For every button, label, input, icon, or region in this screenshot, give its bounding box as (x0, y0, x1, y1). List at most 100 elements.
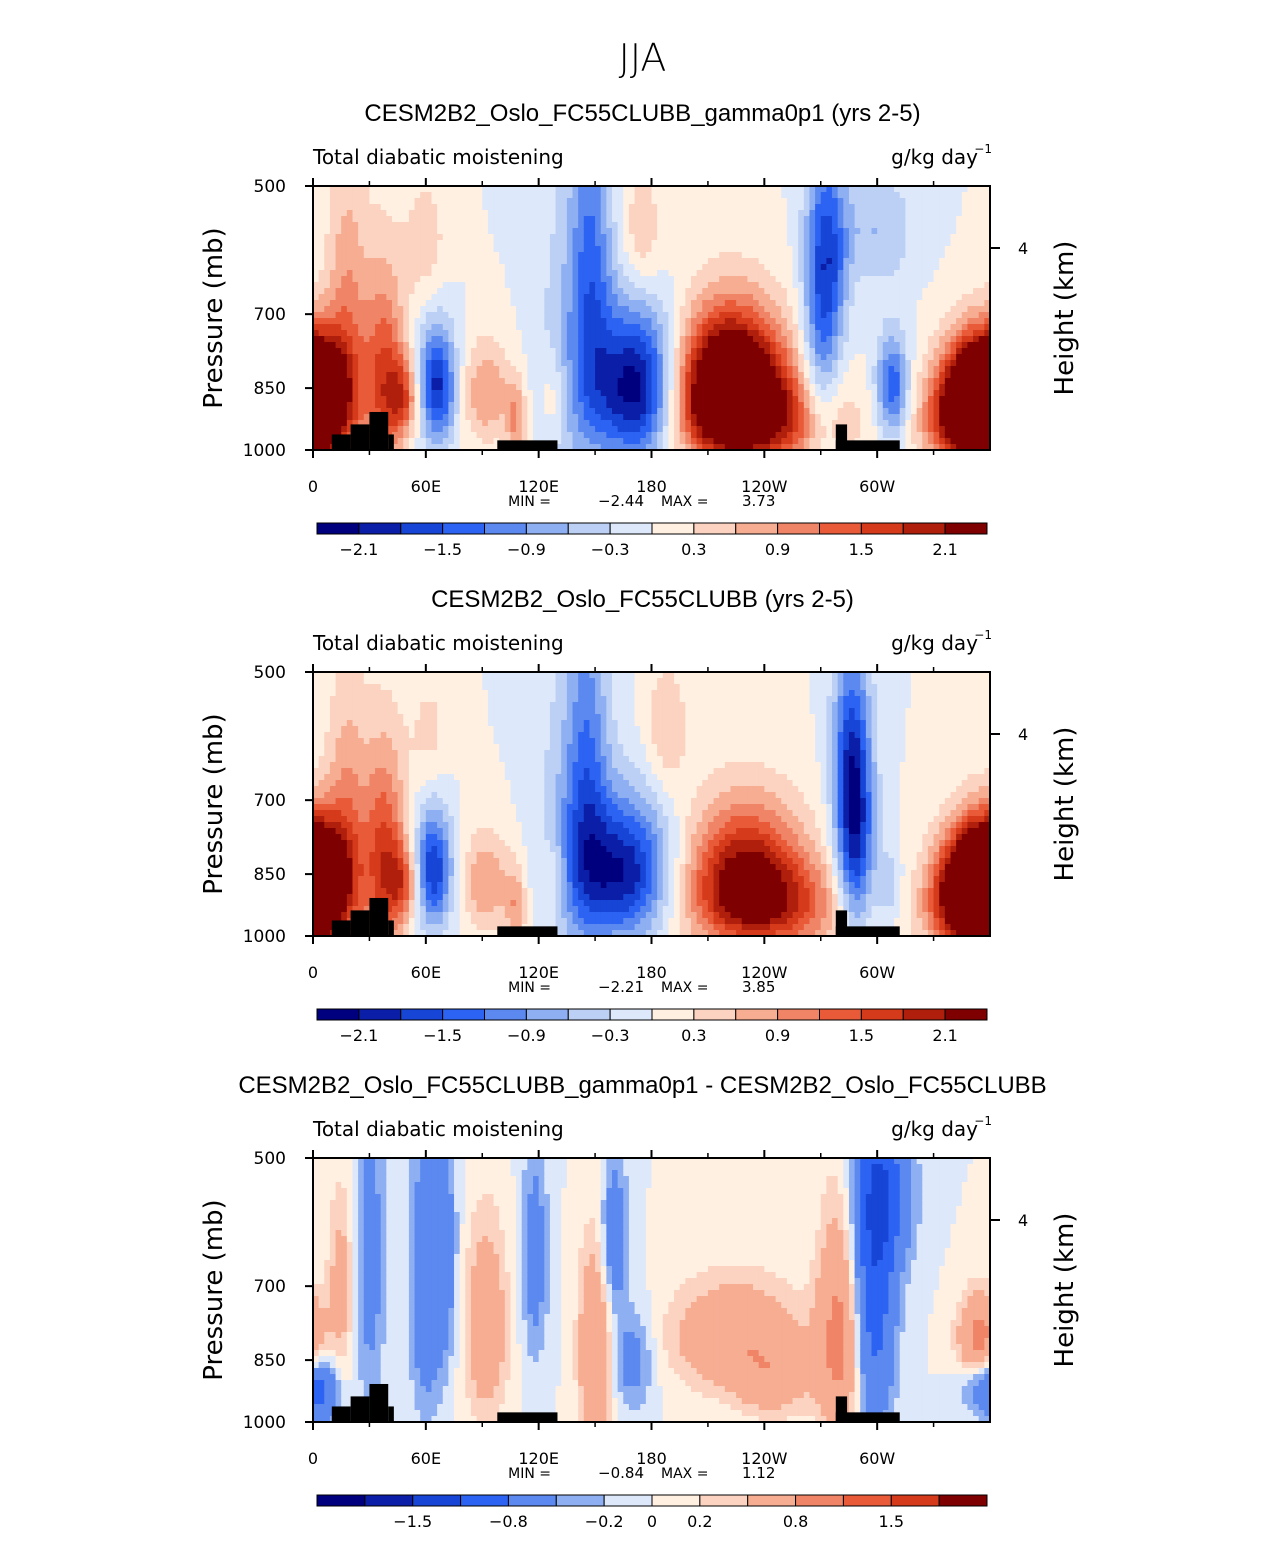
field-cell (324, 288, 331, 295)
field-cell (640, 432, 647, 439)
field-cell (544, 318, 551, 325)
field-cell (927, 444, 935, 451)
field-cell (454, 294, 461, 301)
field-cell (437, 432, 444, 439)
field-cell (775, 426, 782, 433)
field-cell (724, 300, 732, 307)
field-cell (939, 210, 946, 217)
field-cell (600, 294, 607, 301)
field-cell (516, 390, 523, 397)
field-cell (623, 270, 630, 277)
field-cell (341, 342, 348, 349)
field-cell (617, 324, 624, 331)
field-cell (781, 276, 788, 283)
field-cell (533, 432, 540, 439)
field-cell (741, 432, 749, 439)
field-cell (927, 282, 935, 289)
field-cell (454, 366, 461, 373)
field-cell (634, 378, 641, 385)
field-cell (730, 372, 737, 379)
field-cell (341, 414, 348, 421)
field-cell (815, 306, 822, 313)
field-cell (837, 318, 844, 325)
field-cell (561, 426, 568, 433)
field-cell (685, 282, 692, 289)
field-cell (848, 222, 856, 229)
field-cell (408, 210, 416, 217)
field-cell (916, 240, 923, 247)
field-cell (753, 384, 760, 391)
field-cell (516, 264, 523, 271)
field-cell (798, 294, 805, 301)
field-cell (690, 390, 698, 397)
field-cell (815, 336, 822, 343)
field-cell (792, 390, 799, 397)
field-cell (736, 264, 743, 271)
field-cell (877, 402, 884, 409)
field-cell (645, 204, 653, 211)
field-cell (493, 414, 500, 421)
field-cell (561, 360, 568, 367)
field-cell (905, 264, 912, 271)
field-cell (860, 414, 867, 421)
field-cell (527, 324, 534, 331)
field-cell (493, 210, 500, 217)
field-cell (899, 444, 906, 451)
field-cell (702, 342, 709, 349)
field-cell (454, 402, 461, 409)
field-cell (600, 300, 607, 307)
field-cell (329, 210, 337, 217)
field-cell (313, 384, 320, 391)
field-cell (753, 192, 760, 199)
field-cell (448, 210, 455, 217)
field-cell (566, 390, 574, 397)
field-cell (335, 330, 342, 337)
field-cell (662, 294, 670, 301)
field-cell (521, 300, 528, 307)
field-cell (482, 270, 489, 277)
field-cell (826, 426, 833, 433)
field-cell (741, 342, 749, 349)
field-cell (741, 258, 749, 265)
field-cell (645, 294, 653, 301)
field-cell (600, 264, 607, 271)
field-cell (335, 318, 342, 325)
field-cell (730, 276, 737, 283)
field-cell (668, 414, 675, 421)
field-cell (939, 294, 946, 301)
field-cell (544, 210, 551, 217)
field-cell (459, 306, 466, 313)
field-cell (707, 228, 715, 235)
field-cell (832, 204, 839, 211)
field-cell (679, 228, 686, 235)
field-cell (786, 408, 794, 415)
field-cell (414, 210, 421, 217)
field-cell (504, 366, 512, 373)
field-cell (595, 312, 602, 319)
field-cell (470, 204, 478, 211)
field-cell (668, 228, 675, 235)
field-cell (510, 354, 517, 361)
field-cell (459, 198, 466, 205)
field-cell (425, 288, 433, 295)
field-cell (888, 342, 895, 349)
field-cell (459, 324, 466, 331)
field-cell (533, 288, 540, 295)
field-cell (803, 384, 811, 391)
field-cell (566, 312, 574, 319)
field-cell (832, 420, 839, 427)
field-cell (798, 414, 805, 421)
field-cell (329, 276, 337, 283)
field-cell (769, 228, 777, 235)
field-cell (815, 258, 822, 265)
field-cell (391, 288, 399, 295)
field-cell (736, 384, 743, 391)
field-cell (854, 186, 861, 193)
field-cell (544, 402, 551, 409)
field-cell (403, 204, 410, 211)
field-cell (786, 240, 794, 247)
field-cell (544, 270, 551, 277)
field-cell (527, 336, 534, 343)
field-cell (674, 240, 681, 247)
field-cell (634, 390, 641, 397)
